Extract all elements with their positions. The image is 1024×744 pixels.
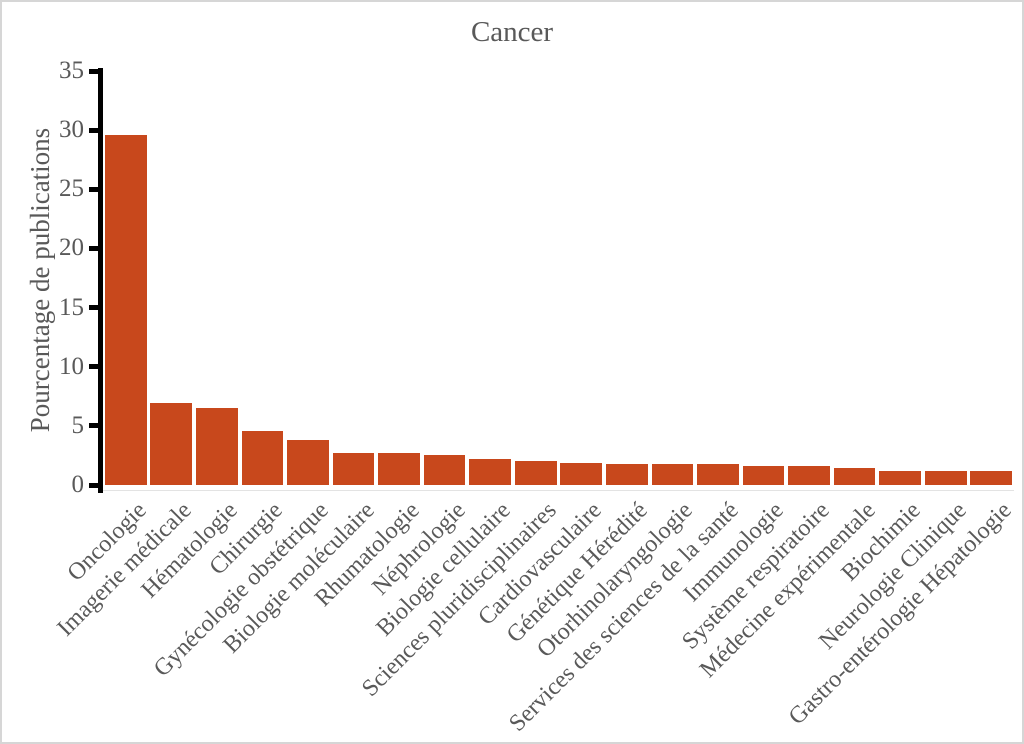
y-tick-mark xyxy=(89,423,99,429)
y-tick-mark xyxy=(89,127,99,133)
bar-oncologie xyxy=(104,134,147,485)
y-tick-mark xyxy=(89,305,99,311)
x-axis-line xyxy=(103,490,1014,491)
y-tick-label: 35 xyxy=(59,57,84,84)
bar-neurologie-clinique xyxy=(924,470,967,485)
bar-gastro-ent-rologie-h-patologie xyxy=(970,470,1013,485)
y-axis-line xyxy=(98,68,103,493)
bar-sciences-pluridisciplinaires xyxy=(514,461,557,485)
bar-services-des-sciences-de-la-sant- xyxy=(697,463,739,485)
bar-h-matologie xyxy=(196,408,238,485)
bar-biologie-mol-culaire xyxy=(332,453,375,485)
y-tick-label: 15 xyxy=(59,293,84,321)
y-tick-label: 10 xyxy=(59,352,84,380)
y-tick-label: 20 xyxy=(59,234,84,262)
bar-g-n-tique-h-r-dit- xyxy=(605,463,648,485)
bar-biochimie xyxy=(879,470,921,485)
y-tick-mark xyxy=(89,245,99,251)
bar-immunologie xyxy=(742,466,785,485)
bar-chirurgie xyxy=(241,430,284,485)
bar-otorhinolaryngologie xyxy=(651,463,694,485)
y-tick-label: 0 xyxy=(71,471,85,498)
bar-syst-me-respiratoire xyxy=(788,466,830,485)
y-tick-mark xyxy=(89,482,99,488)
y-tick-mark xyxy=(89,364,99,370)
bar-imagerie-m-dicale xyxy=(150,403,193,485)
bar-rhumatologie xyxy=(378,453,420,485)
bar-gyn-cologie-obst-trique xyxy=(287,440,329,485)
plot-area xyxy=(103,71,1014,485)
chart-title: Cancer xyxy=(470,16,554,48)
y-tick-label: 5 xyxy=(71,411,85,439)
y-tick-label: 30 xyxy=(59,116,84,144)
y-tick-mark xyxy=(89,68,99,74)
y-tick-mark xyxy=(89,186,99,192)
y-tick-label: 25 xyxy=(59,175,84,203)
bar-biologie-cellulaire xyxy=(469,458,511,485)
bar-n-phrologie xyxy=(423,455,466,485)
bar-m-decine-exp-rimentale xyxy=(833,468,876,485)
bar-cardiovasculaire xyxy=(560,462,603,485)
